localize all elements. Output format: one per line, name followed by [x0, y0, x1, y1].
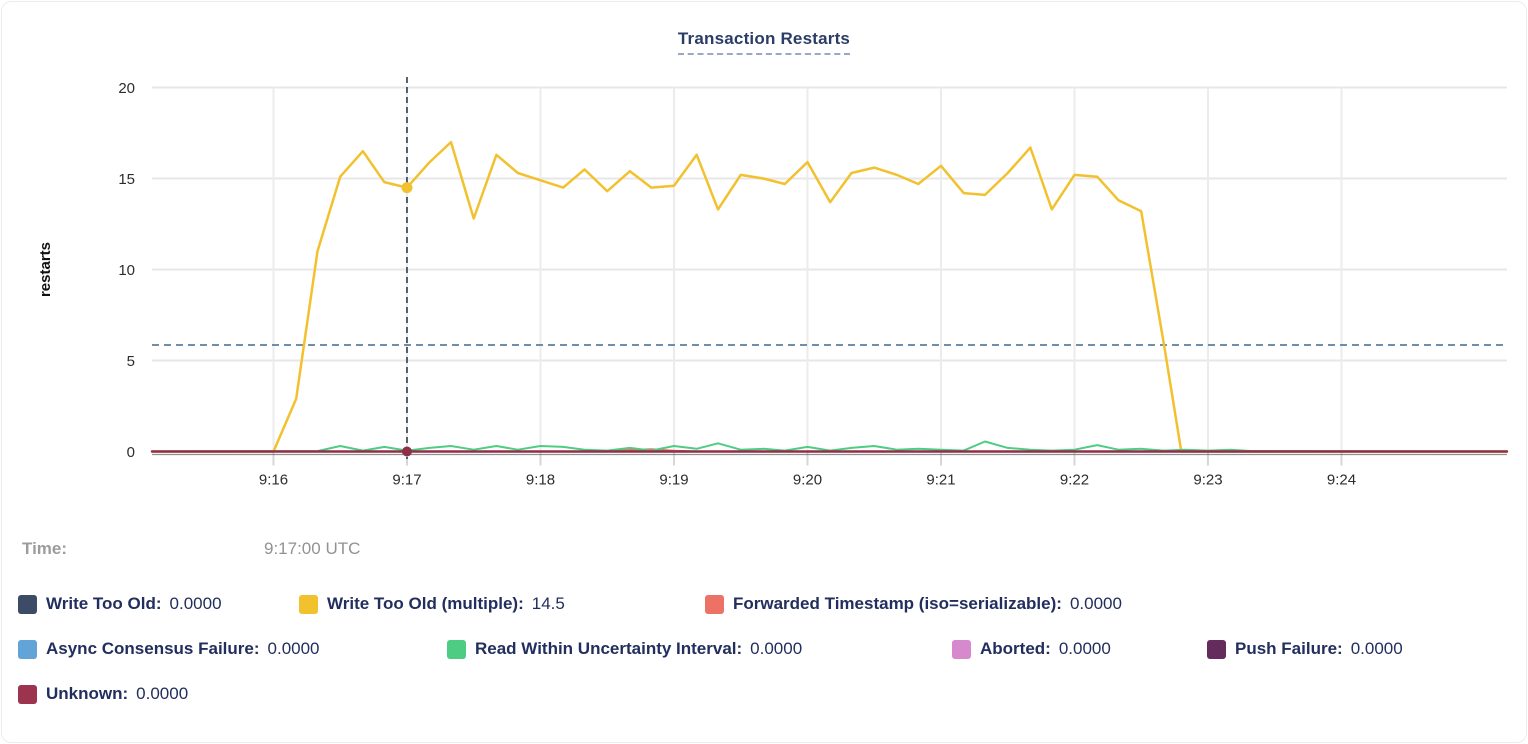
legend-item-write-too-old[interactable]: Write Too Old: 0.0000: [18, 593, 222, 615]
x-tick-label: 9:22: [1060, 472, 1089, 489]
legend-item-async-consensus-failure[interactable]: Async Consensus Failure: 0.0000: [18, 638, 320, 660]
legend-value: 0.0000: [1069, 594, 1122, 613]
hover-dot-unknown: [401, 446, 412, 457]
chart-title[interactable]: Transaction Restarts: [677, 29, 851, 55]
legend-label: Unknown:: [46, 684, 129, 703]
legend-label: Read Within Uncertainty Interval:: [475, 639, 743, 658]
legend-value: 0.0000: [169, 594, 222, 613]
x-tick-label: 9:20: [793, 472, 822, 489]
legend-label: Async Consensus Failure:: [46, 639, 260, 658]
hover-dot-write-too-old-multiple: [401, 182, 413, 194]
h-gridlines: 0 5 10 15 20: [118, 80, 1507, 461]
legend-item-push-failure[interactable]: Push Failure: 0.0000: [1207, 638, 1403, 660]
legend-item-aborted[interactable]: Aborted: 0.0000: [952, 638, 1111, 660]
series-lines: [150, 140, 1509, 453]
y-tick-label: 10: [118, 262, 135, 279]
legend-value: 0.0000: [750, 639, 803, 658]
series-line-read-within-uncertainty-interval: [151, 440, 1508, 453]
legend-value: 0.0000: [136, 684, 189, 703]
x-tick-label: 9:21: [926, 472, 955, 489]
legend-value: 14.5: [531, 594, 565, 613]
legend-swatch: [447, 639, 466, 659]
legend-item-forwarded-timestamp-iso-serializable[interactable]: Forwarded Timestamp (iso=serializable): 0…: [705, 593, 1122, 615]
y-tick-label: 5: [127, 353, 135, 370]
legend-item-write-too-old-multiple[interactable]: Write Too Old (multiple): 14.5: [299, 593, 565, 615]
legend-swatch: [705, 594, 724, 614]
hover-time-row: Time: 9:17:00 UTC: [22, 539, 360, 561]
y-tick-label: 20: [118, 80, 135, 97]
hover-time-label: Time:: [22, 539, 68, 558]
y-tick-label: 0: [127, 444, 135, 461]
legend-label: Forwarded Timestamp (iso=serializable):: [733, 594, 1062, 613]
chart-header: Transaction Restarts: [2, 29, 1526, 55]
legend-swatch: [18, 639, 37, 659]
legend-swatch: [952, 639, 971, 659]
legend-value: 0.0000: [1350, 639, 1403, 658]
legend-value: 0.0000: [267, 639, 320, 658]
x-tick-label: 9:18: [526, 472, 555, 489]
x-tick-label: 9:19: [659, 472, 688, 489]
legend-swatch: [18, 684, 37, 704]
hover-time-value: 9:17:00 UTC: [264, 539, 361, 558]
legend-label: Write Too Old (multiple):: [327, 594, 524, 613]
x-tick-label: 9:24: [1327, 472, 1356, 489]
legend-swatch: [1207, 639, 1226, 659]
x-tick-label: 9:17: [392, 472, 421, 489]
v-gridlines: 9:16 9:17 9:18 9:19 9:20 9:21 9:22 9:23 9:24: [259, 87, 1356, 489]
legend-label: Write Too Old:: [46, 594, 162, 613]
x-tick-label: 9:16: [259, 472, 288, 489]
legend-label: Aborted:: [980, 639, 1051, 658]
line-chart[interactable]: 0 5 10 15 20 9:16 9:17 9:18 9:19 9:20 9:21 9:22 9:23…: [2, 62, 1528, 502]
legend-label: Push Failure:: [1235, 639, 1343, 658]
legend-swatch: [299, 594, 318, 614]
x-tick-label: 9:23: [1193, 472, 1222, 489]
series-line-write-too-old-multiple: [150, 140, 1509, 453]
legend-item-unknown[interactable]: Unknown: 0.0000: [18, 683, 188, 705]
y-axis-label: restarts: [37, 242, 54, 297]
legend-item-read-within-uncertainty-interval[interactable]: Read Within Uncertainty Interval: 0.0000: [447, 638, 802, 660]
legend-swatch: [18, 594, 37, 614]
y-tick-label: 15: [118, 171, 135, 188]
legend-value: 0.0000: [1058, 639, 1111, 658]
